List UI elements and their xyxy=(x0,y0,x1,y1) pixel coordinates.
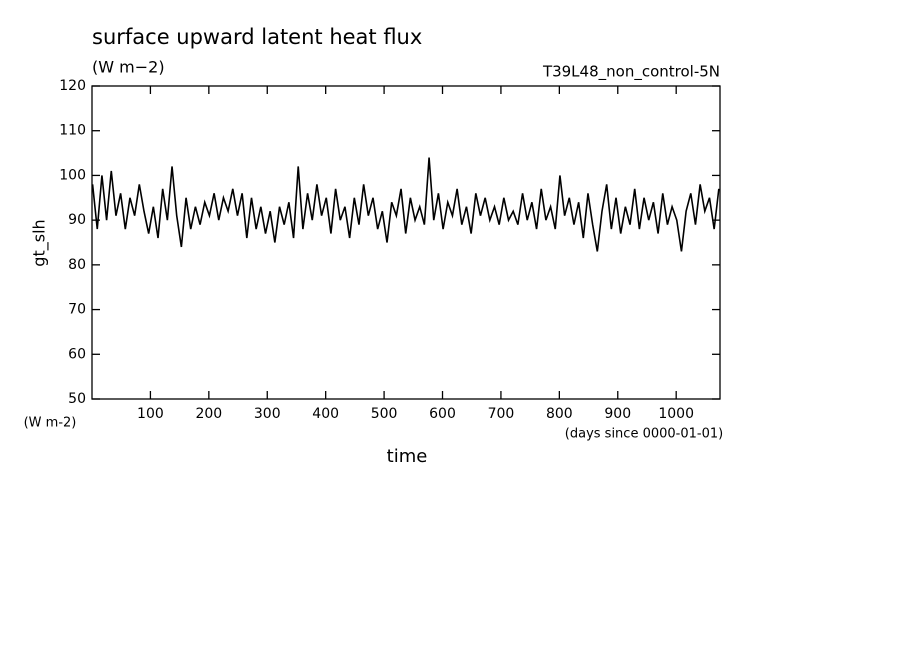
y-tick-label: 80 xyxy=(68,257,86,273)
x-tick-label: 700 xyxy=(488,406,515,422)
x-tick-label: 300 xyxy=(254,406,281,422)
annotation: T39L48_non_control-5N xyxy=(542,63,720,82)
y-tick-label: 100 xyxy=(59,167,86,183)
x-axis-label: time xyxy=(387,446,428,467)
chart-title: surface upward latent heat flux xyxy=(92,25,422,49)
x-tick-label: 100 xyxy=(137,406,164,422)
y-tick-label: 70 xyxy=(68,302,86,318)
plot-frame xyxy=(91,85,721,400)
x-tick-label: 800 xyxy=(546,406,573,422)
x-units: (days since 0000-01-01) xyxy=(565,427,723,442)
x-tick-label: 900 xyxy=(604,406,631,422)
y-tick-label: 120 xyxy=(59,78,86,94)
x-tick-label: 500 xyxy=(371,406,398,422)
x-tick-label: 1000 xyxy=(658,406,694,422)
subtitle: (W m−2) xyxy=(92,58,165,77)
y-tick-label: 90 xyxy=(68,212,86,228)
y-units: (W m-2) xyxy=(24,416,77,431)
y-tick-label: 60 xyxy=(68,346,86,362)
y-tick-label: 50 xyxy=(68,391,86,407)
y-tick-label: 110 xyxy=(59,123,86,139)
x-tick-label: 200 xyxy=(195,406,222,422)
data-line xyxy=(91,157,720,252)
y-axis-label: gt_slh xyxy=(30,219,50,266)
x-tick-label: 400 xyxy=(312,406,339,422)
x-tick-label: 600 xyxy=(429,406,456,422)
